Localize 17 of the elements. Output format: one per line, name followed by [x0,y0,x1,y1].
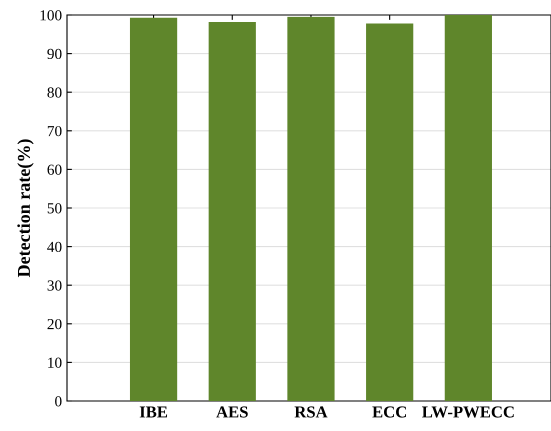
x-tick-label: ECC [372,406,406,418]
y-tick-label: 70 [48,126,62,136]
y-tick-label: 20 [48,318,62,330]
x-tick-label: LW-PWECC [422,406,514,418]
y-tick-label: 40 [47,242,62,252]
y-tick-label: 60 [48,164,62,175]
y-tick-label: 100 [40,10,62,20]
y-axis-title: Detection rate(%) [17,139,34,278]
y-tick-label: 30 [48,280,62,291]
x-tick-label: AES [216,406,248,418]
y-tick-label: 10 [48,358,62,368]
y-tick-label: 0 [55,396,62,406]
x-tick-label: IBE [140,406,168,418]
y-tick-label: 80 [47,87,62,98]
y-tick-label: 90 [47,48,62,60]
y-tick-label: 50 [48,203,62,214]
x-tick-label: RSA [294,406,328,418]
